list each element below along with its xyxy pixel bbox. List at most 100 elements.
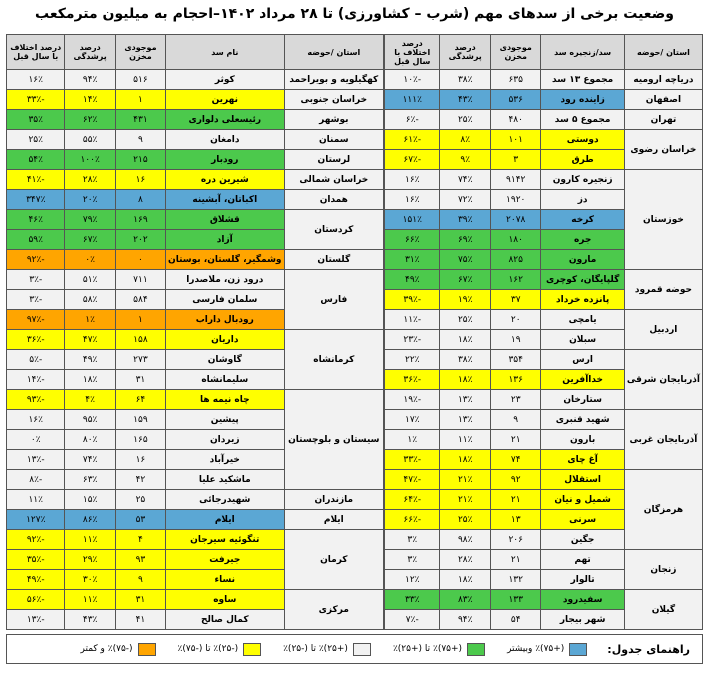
fill-percent: ۷۹٪ (64, 209, 116, 230)
storage: ۹ (489, 409, 542, 430)
dam-row: لرستان رودبار ۲۱۵ ۱۰۰٪ ۵۴٪ (5, 149, 385, 170)
change-percent: ۴۶٪ (5, 209, 66, 230)
change-percent: ۱۱۱٪ (384, 89, 441, 110)
dam-name: جیرفت (165, 549, 285, 570)
dam-row: مارون ۸۲۵ ۷۵٪ ۳۱٪ (384, 249, 703, 270)
fill-percent: ۲۵٪ (439, 109, 491, 130)
change-percent: ۱٪ (384, 429, 441, 450)
header-cell: موجودی مخزن (114, 34, 167, 70)
dam-name: زنجیره کارون (540, 169, 625, 190)
dam-name: رودبار (165, 149, 285, 170)
dam-name: مجموع ۱۳ سد (540, 69, 625, 90)
dam-table: استان /حوضه نام سد موجودی مخزن درصد پرشدگی د… (5, 34, 385, 630)
legend-swatch (467, 642, 486, 656)
change-percent: -۹۷٪ (5, 309, 66, 330)
header-cell: درصد اختلاف با سال قبل (5, 34, 66, 70)
dam-name: شمیل و نیان (540, 489, 625, 510)
dam-row: کرخه ۲۰۷۸ ۳۹٪ ۱۵۱٪ (384, 209, 703, 230)
dam-row: بارون ۲۱ ۱۱٪ ۱٪ (384, 429, 703, 450)
change-percent: -۴۱٪ (5, 169, 66, 190)
storage: ۳۵۴ (489, 349, 542, 370)
dam-row: سرنی ۱۳ ۲۵٪ -۶۶٪ (384, 509, 703, 530)
province-cell: حوضه قمرود (623, 269, 704, 310)
dam-row: تهران مجموع ۵ سد ۴۸۰ ۲۵٪ -۶٪ (384, 109, 704, 130)
province-cell: سیستان و بلوچستان (283, 389, 385, 490)
province-cell: اصفهان (623, 89, 704, 110)
dam-name: کمال صالح (165, 609, 285, 630)
dam-name: تنگوئیه سیرجان (165, 529, 285, 550)
province-cell: خوزستان (623, 169, 704, 270)
fill-percent: ۱۸٪ (439, 569, 491, 590)
fill-percent: ۴۳٪ (64, 609, 116, 630)
storage: ۵۸۴ (114, 289, 167, 310)
dam-name: طرق (540, 149, 625, 170)
storage: ۲۰ (489, 309, 542, 330)
dam-name: تالوار (540, 569, 625, 590)
province-cell: خراسان شمالی (283, 169, 385, 190)
legend-item: (-۲۵)٪ تا (-۷۵)٪ (177, 642, 262, 656)
dam-name: بارون (540, 429, 625, 450)
dam-name: داریان (165, 329, 285, 350)
fill-percent: ۸٪ (439, 129, 491, 150)
legend-label: (+۷۵)٪ تا (+۲۵)٪ (392, 644, 463, 654)
change-percent: ۱۲٪ (384, 569, 441, 590)
header-cell: نام سد (165, 34, 285, 70)
storage: ۳۱ (114, 369, 167, 390)
change-percent: ۱۲۷٪ (5, 509, 66, 530)
fill-percent: ۱۸٪ (439, 329, 491, 350)
change-percent: -۳۶٪ (384, 369, 441, 390)
legend-item: (+۲۵)٪ تا (-۲۵)٪ (283, 642, 371, 656)
dam-name: تهم (540, 549, 625, 570)
fill-percent: ۲۸٪ (64, 169, 116, 190)
header-cell: استان /حوضه (623, 34, 704, 70)
province-cell: زنجان (623, 549, 704, 590)
dam-name: چاه نیمه ها (165, 389, 285, 410)
storage: ۳۷ (489, 289, 542, 310)
change-percent: ۱۵۱٪ (384, 209, 441, 230)
change-percent: ۵۹٪ (5, 229, 66, 250)
fill-percent: ۲۸٪ (439, 549, 491, 570)
province-cell: همدان (283, 189, 385, 210)
dam-row: کمال صالح ۴۱ ۴۳٪ -۱۳٪ (5, 609, 384, 630)
dam-row: کرمانشاه داریان ۱۵۸ ۴۷٪ -۳۶٪ (5, 329, 385, 390)
fill-percent: ۶۹٪ (439, 229, 491, 250)
change-percent: ۶۶٪ (384, 229, 441, 250)
change-percent: -۳۶٪ (5, 329, 66, 350)
dam-name: ارس (540, 349, 625, 370)
dam-name: ماشکید علیا (165, 469, 285, 490)
dam-name: ساوه (165, 589, 285, 610)
fill-percent: ۲۰٪ (64, 189, 116, 210)
province-cell: آذربایجان غربی (623, 409, 704, 470)
storage: ۹۱۴۲ (489, 169, 542, 190)
fill-percent: ۱٪ (64, 309, 116, 330)
storage: ۲۷۳ (114, 349, 167, 370)
change-percent: -۱۳٪ (5, 609, 66, 630)
fill-percent: ۱۰۰٪ (64, 149, 116, 170)
change-percent: -۳٪ (5, 289, 66, 310)
change-percent: -۳٪ (5, 269, 66, 290)
legend: راهنمای جدول: (+۷۵)٪ وبیشتر (+۷۵)٪ تا (+۲… (6, 634, 703, 664)
dam-row: خوزستان زنجیره کارون ۹۱۴۲ ۷۴٪ ۱۶٪ (384, 169, 704, 270)
dam-name: درود زن، ملاصدرا (165, 269, 285, 290)
change-percent: ۳۴۷٪ (5, 189, 66, 210)
storage: ۲۱۵ (114, 149, 167, 170)
storage: ۲۰۲ (114, 229, 167, 250)
province-cell: خراسان رضوی (623, 129, 704, 170)
dam-row: همدان اکباتان، آبشینه ۸ ۲۰٪ ۳۴۷٪ (5, 189, 385, 210)
dam-name: سبلان (540, 329, 625, 350)
legend-label: (+۷۵)٪ وبیشتر (507, 644, 565, 654)
dam-name: سلمان فارسی (165, 289, 285, 310)
dam-name: خداآفرین (540, 369, 625, 390)
fill-percent: ۵۱٪ (64, 269, 116, 290)
fill-percent: ۶۲٪ (64, 109, 116, 130)
province-cell: فارس (283, 269, 385, 330)
dam-row: گلستان وشمگیر، گلستان، بوستان ۰ ۰٪ -۹۲٪ (5, 249, 385, 270)
storage: ۴ (114, 529, 167, 550)
fill-percent: ۹۴٪ (64, 69, 116, 90)
fill-percent: ۱۴٪ (64, 89, 116, 110)
change-percent: ۳٪ (384, 529, 441, 550)
storage: ۴۸۰ (489, 109, 542, 130)
fill-percent: ۸۰٪ (64, 429, 116, 450)
legend-label: (-۲۵)٪ تا (-۷۵)٪ (177, 644, 239, 654)
